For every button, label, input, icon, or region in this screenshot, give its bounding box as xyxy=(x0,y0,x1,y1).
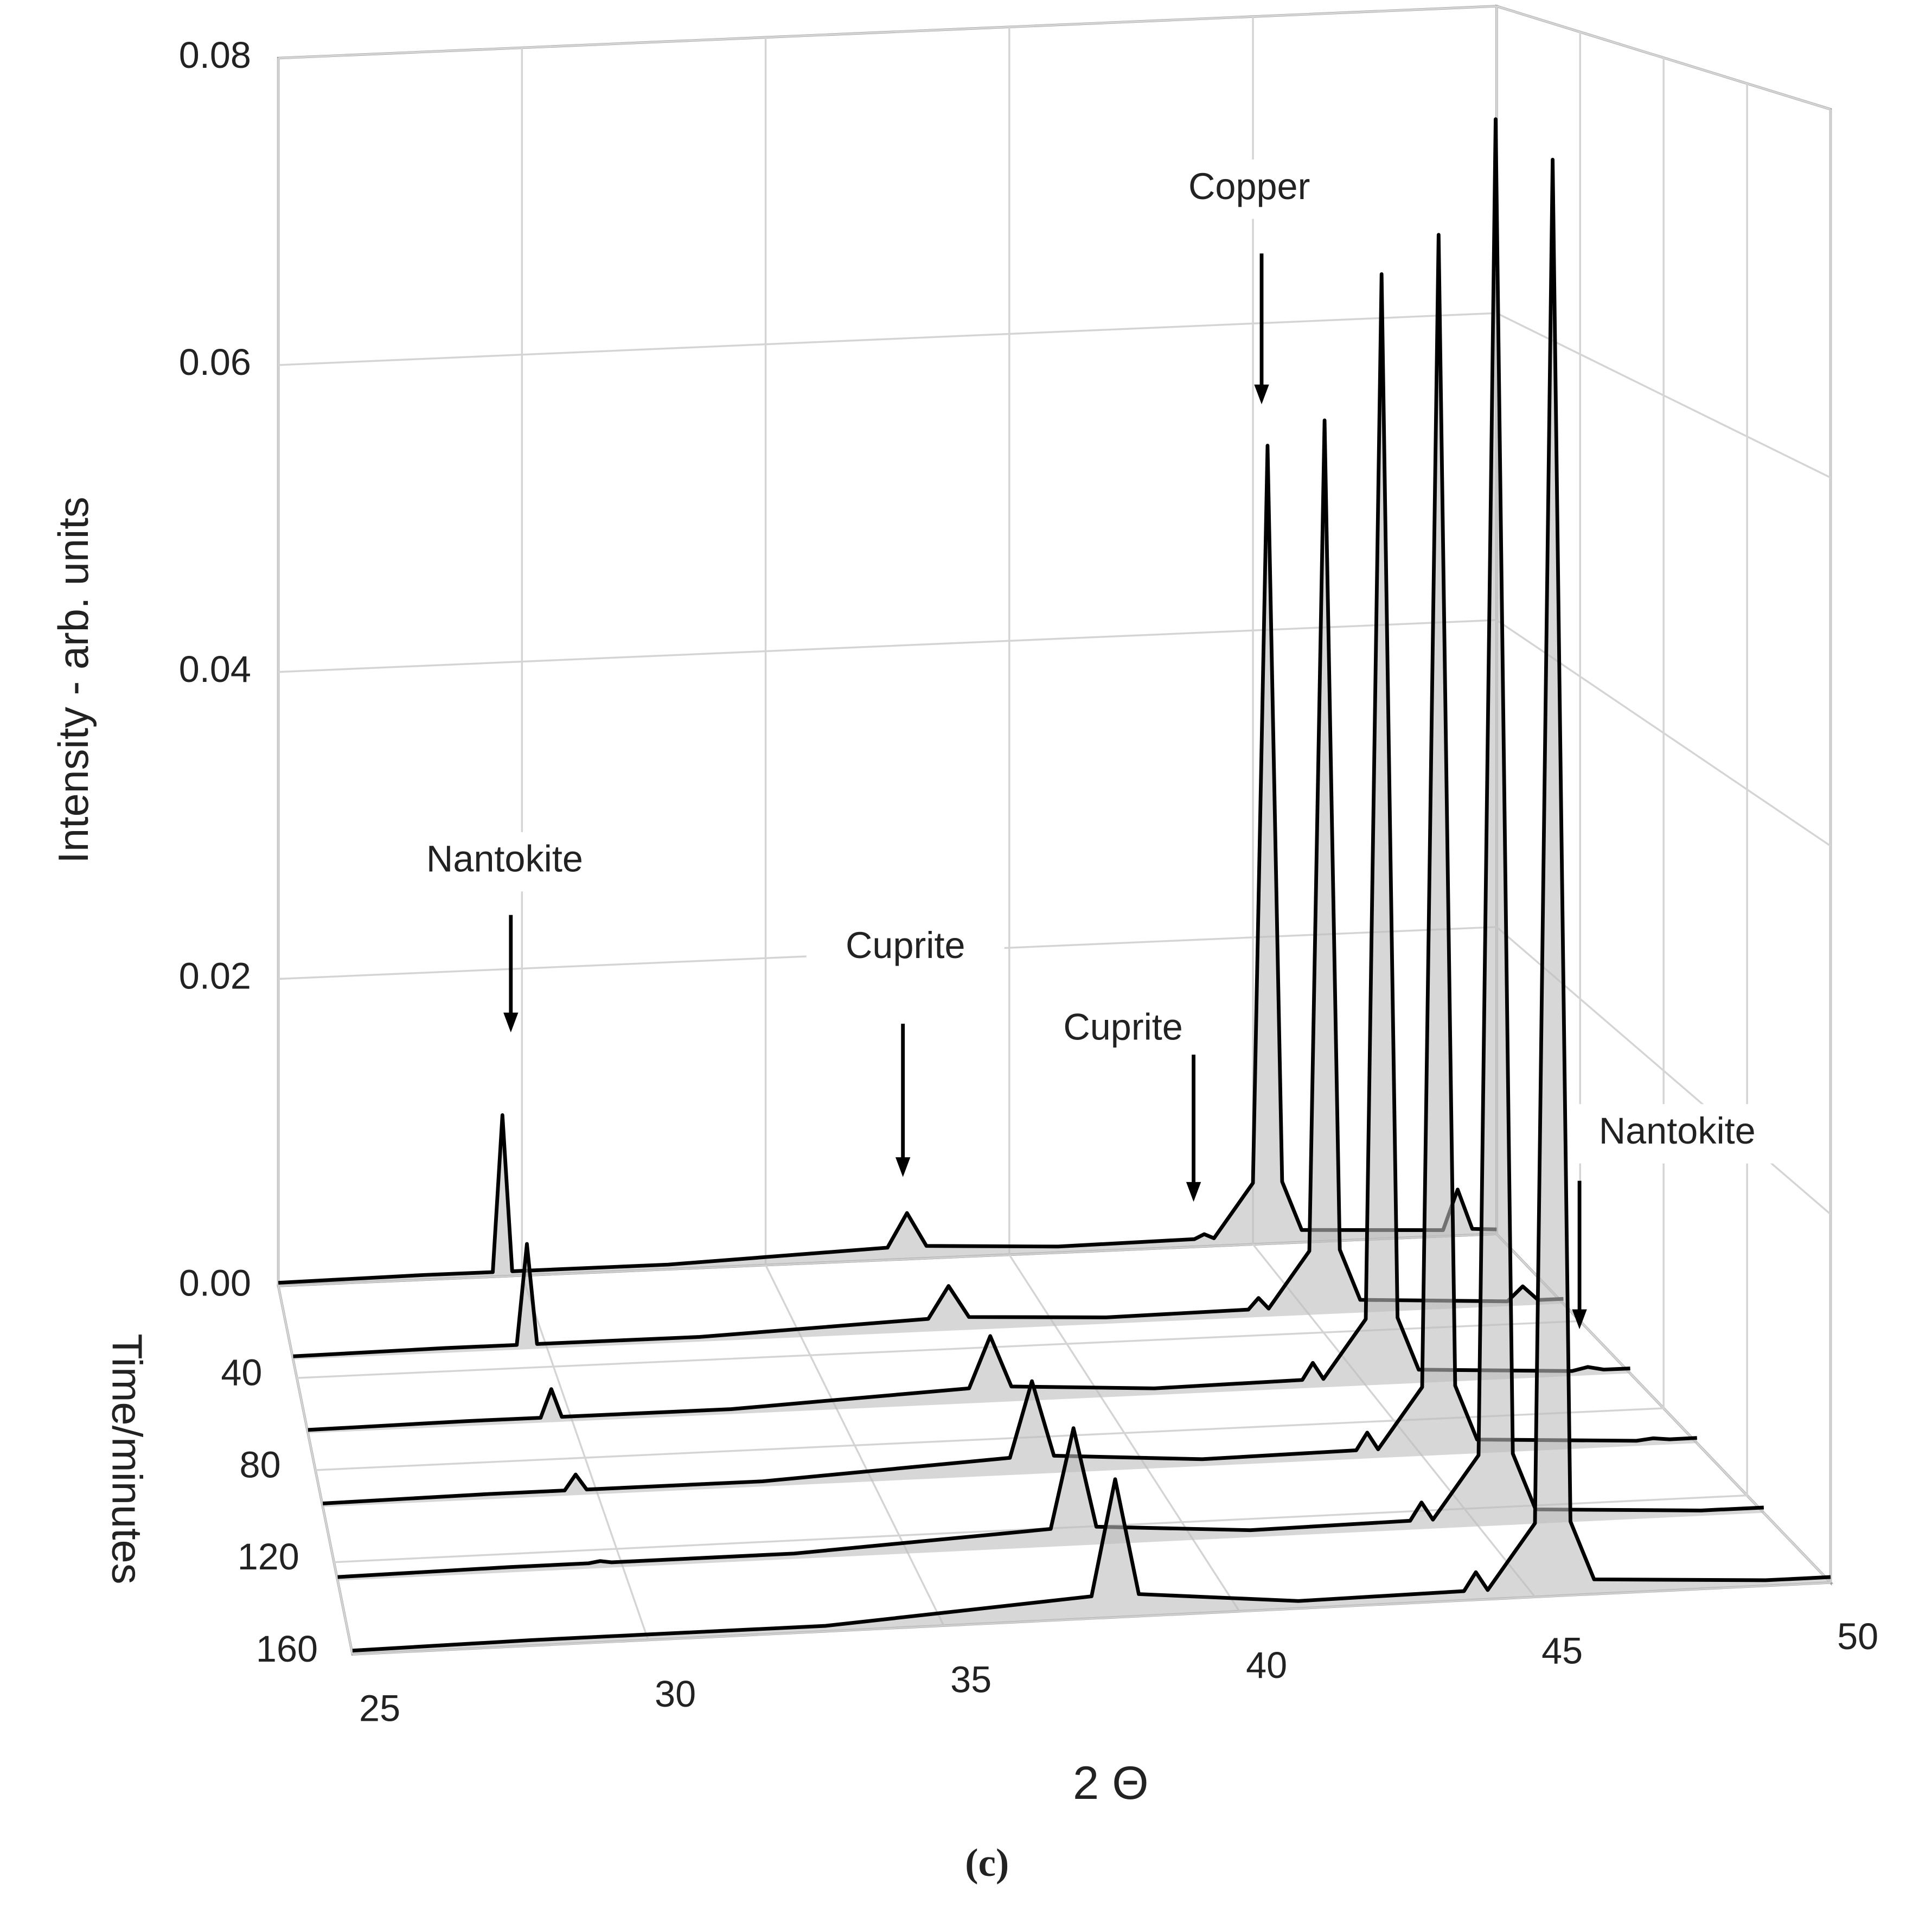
annotation-background xyxy=(806,918,1005,978)
grid-line xyxy=(277,1285,354,1655)
z-tick-label: 40 xyxy=(221,1352,262,1394)
trace xyxy=(293,418,1564,1358)
annotation: Nantokite xyxy=(426,839,583,880)
x-tick-label: 30 xyxy=(655,1674,696,1715)
annotation: Cuprite xyxy=(1063,1007,1182,1048)
z-tick-label: 80 xyxy=(240,1444,281,1485)
y-axis-title: Intensity - arb. units xyxy=(50,496,97,863)
annotation-background xyxy=(1578,1104,1776,1164)
annotation: Copper xyxy=(1188,166,1310,207)
x-tick-label: 40 xyxy=(1246,1645,1287,1686)
arrow-head xyxy=(1186,1182,1201,1202)
trace xyxy=(308,272,1630,1432)
y-tick-label: 0.02 xyxy=(179,956,251,997)
annotation-background xyxy=(1150,159,1348,219)
y-tick-label: 0.04 xyxy=(179,649,251,690)
x-tick-label: 25 xyxy=(359,1688,400,1729)
z-tick-label: 160 xyxy=(256,1629,318,1670)
annotation-background xyxy=(1024,1000,1223,1060)
arrow-head xyxy=(895,1157,911,1177)
x-tick-label: 45 xyxy=(1541,1631,1583,1672)
z-tick-label: 120 xyxy=(238,1536,299,1578)
grid-line xyxy=(278,619,1497,673)
trace xyxy=(337,117,1764,1579)
annotation-background xyxy=(405,832,604,892)
grid-line xyxy=(278,312,1497,366)
arrow-head xyxy=(1254,384,1269,405)
x-axis-title: 2 Θ xyxy=(1073,1757,1149,1809)
arrow-head xyxy=(503,1012,519,1033)
arrow-head xyxy=(1572,1309,1587,1330)
caption: (c) xyxy=(965,1841,1009,1885)
y-tick-label: 0.06 xyxy=(179,342,251,383)
y-tick-label: 0.08 xyxy=(179,35,251,76)
grid-line xyxy=(278,5,1497,59)
z-axis-title: Time/minutes xyxy=(104,1333,150,1584)
x-tick-label: 35 xyxy=(950,1659,991,1701)
x-tick-label: 50 xyxy=(1837,1616,1878,1657)
trace xyxy=(352,157,1831,1653)
annotation: Nantokite xyxy=(1599,1110,1756,1152)
trace xyxy=(322,233,1697,1505)
annotation: Cuprite xyxy=(846,925,965,966)
y-tick-label: 0.00 xyxy=(179,1262,251,1304)
